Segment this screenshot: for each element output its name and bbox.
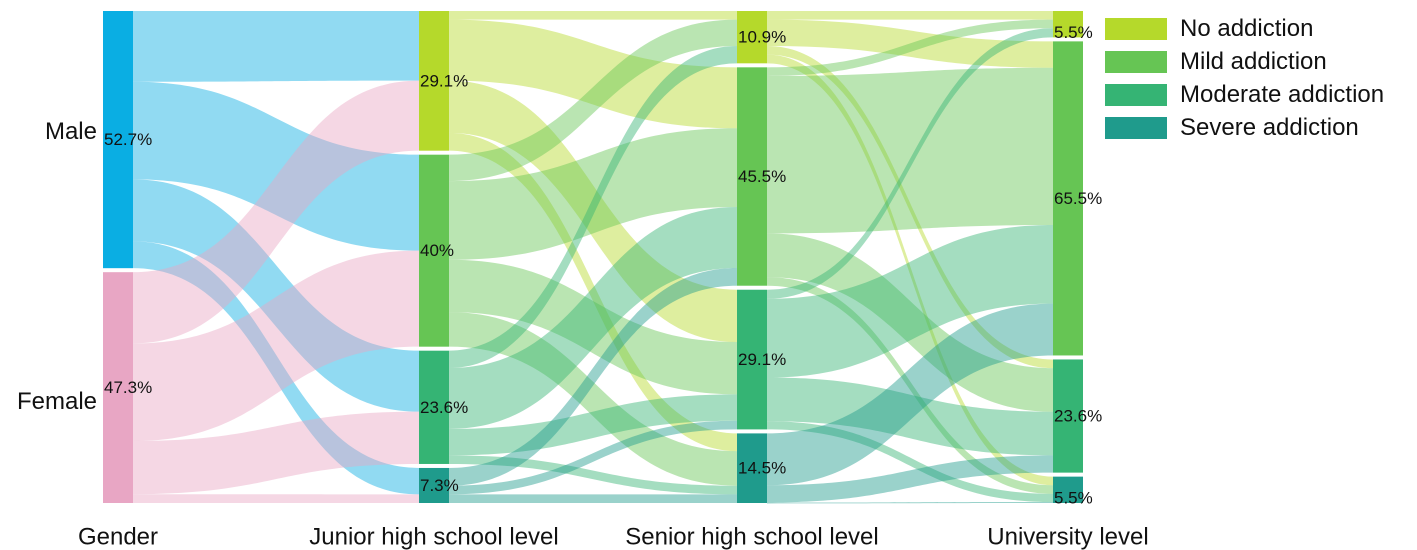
chart-labels: 52.7% 47.3% 29.1% 40% 23.6% 7.3% 10.9% 45.5% 29.… bbox=[17, 23, 1149, 550]
flow-link-mild-addiction-to-no-addiction bbox=[449, 19, 737, 182]
node-value-label: 65.5% bbox=[1054, 189, 1102, 208]
flow-link-no-addiction-to-severe-addiction bbox=[449, 132, 737, 452]
flow-link-no-addiction-to-moderate-addiction bbox=[449, 80, 737, 343]
flow-link-severe-addiction-to-mild-addiction bbox=[767, 303, 1053, 486]
legend-label: Severe addiction bbox=[1180, 113, 1359, 141]
flow-link-moderate-addiction-to-severe-addiction bbox=[449, 455, 737, 495]
legend: No addiction Mild addiction Moderate add… bbox=[1105, 12, 1384, 144]
legend-swatch bbox=[1105, 50, 1167, 73]
legend-item-moderate-addiction: Moderate addiction bbox=[1105, 78, 1384, 111]
legend-item-no-addiction: No addiction bbox=[1105, 12, 1384, 45]
flow-link-moderate-addiction-to-no-addiction bbox=[449, 46, 737, 368]
node-value-label: 14.5% bbox=[738, 459, 786, 478]
flow-link-mild-addiction-to-moderate-addiction bbox=[767, 233, 1053, 412]
legend-label: Moderate addiction bbox=[1180, 80, 1385, 108]
flow-link-male-to-severe-addiction bbox=[133, 241, 419, 495]
stage-nodes bbox=[103, 11, 1083, 503]
stage-axis-label-senior-high-school-level: Senior high school level bbox=[625, 524, 879, 550]
flow-link-no-addiction-to-moderate-addiction bbox=[767, 46, 1053, 369]
node-junior-high-school-level-severe-addiction bbox=[419, 467, 449, 503]
node-junior-high-school-level-no-addiction bbox=[419, 11, 449, 151]
flow-link-mild-addiction-to-severe-addiction bbox=[767, 277, 1053, 494]
node-value-label: 52.7% bbox=[104, 130, 152, 149]
flow-link-moderate-addiction-to-mild-addiction bbox=[767, 225, 1053, 378]
node-value-label: 5.5% bbox=[1054, 489, 1093, 508]
flow-link-female-to-severe-addiction bbox=[133, 494, 419, 503]
flow-link-severe-addiction-to-moderate-addiction bbox=[767, 455, 1053, 503]
node-university-level-severe-addiction bbox=[1053, 476, 1083, 503]
flow-link-severe-addiction-to-mild-addiction bbox=[449, 267, 737, 486]
flow-link-moderate-addiction-to-mild-addiction bbox=[449, 207, 737, 429]
flow-link-moderate-addiction-to-no-addiction bbox=[767, 28, 1053, 299]
flow-link-moderate-addiction-to-moderate-addiction bbox=[767, 377, 1053, 456]
node-value-label: 29.1% bbox=[420, 71, 468, 90]
stage-axis-label-university-level: University level bbox=[987, 524, 1148, 550]
flow-link-mild-addiction-to-moderate-addiction bbox=[449, 259, 737, 395]
node-gender-male bbox=[103, 11, 133, 269]
flow-link-mild-addiction-to-mild-addiction bbox=[449, 128, 737, 260]
node-value-label: 5.5% bbox=[1054, 23, 1093, 42]
node-senior-high-school-level-moderate-addiction bbox=[737, 289, 767, 430]
flow-link-severe-addiction-to-severe-addiction bbox=[767, 502, 1053, 504]
flow-link-mild-addiction-to-mild-addiction bbox=[767, 67, 1053, 234]
flow-link-no-addiction-to-mild-addiction bbox=[449, 19, 737, 129]
legend-item-mild-addiction: Mild addiction bbox=[1105, 45, 1384, 78]
node-university-level-no-addiction bbox=[1053, 11, 1083, 38]
flow-link-male-to-moderate-addiction bbox=[133, 179, 419, 412]
node-university-level-mild-addiction bbox=[1053, 41, 1083, 356]
node-senior-high-school-level-no-addiction bbox=[737, 11, 767, 64]
flow-link-female-to-moderate-addiction bbox=[133, 411, 419, 495]
flow-link-moderate-addiction-to-moderate-addiction bbox=[449, 394, 737, 456]
flow-link-moderate-addiction-to-severe-addiction bbox=[767, 421, 1053, 503]
node-gender-female bbox=[103, 272, 133, 503]
node-value-label: 29.1% bbox=[738, 350, 786, 369]
flow-link-mild-addiction-to-no-addiction bbox=[767, 19, 1053, 76]
node-value-label: 45.5% bbox=[738, 167, 786, 186]
legend-swatch bbox=[1105, 17, 1167, 40]
legend-label: Mild addiction bbox=[1180, 47, 1327, 75]
legend-item-severe-addiction: Severe addiction bbox=[1105, 111, 1384, 144]
flow-link-male-to-mild-addiction bbox=[133, 81, 419, 251]
flow-link-no-addiction-to-severe-addiction bbox=[767, 54, 1053, 486]
node-senior-high-school-level-severe-addiction bbox=[737, 433, 767, 503]
node-value-label: 23.6% bbox=[420, 398, 468, 417]
flow-link-no-addiction-to-mild-addiction bbox=[767, 19, 1053, 68]
stage-axis-label-gender: Gender bbox=[78, 524, 158, 550]
node-value-label: 40% bbox=[420, 241, 454, 260]
node-junior-high-school-level-moderate-addiction bbox=[419, 350, 449, 464]
flow-link-severe-addiction-to-severe-addiction bbox=[449, 494, 737, 503]
node-value-label: 10.9% bbox=[738, 28, 786, 47]
node-university-level-moderate-addiction bbox=[1053, 359, 1083, 473]
node-value-label: 23.6% bbox=[1054, 407, 1102, 426]
stage-axis-label-junior-high-school-level: Junior high school level bbox=[309, 524, 558, 550]
flow-links bbox=[133, 11, 1053, 504]
flow-link-no-addiction-to-no-addiction bbox=[767, 11, 1053, 20]
node-value-label: 7.3% bbox=[420, 476, 459, 495]
node-senior-high-school-level-mild-addiction bbox=[737, 67, 767, 286]
flow-link-mild-addiction-to-severe-addiction bbox=[449, 312, 737, 486]
node-junior-high-school-level-mild-addiction bbox=[419, 154, 449, 347]
legend-swatch bbox=[1105, 116, 1167, 139]
flow-link-severe-addiction-to-moderate-addiction bbox=[449, 420, 737, 495]
legend-label: No addiction bbox=[1180, 14, 1314, 42]
node-value-label: 47.3% bbox=[104, 378, 152, 397]
gender-label-male: Male bbox=[45, 118, 97, 145]
flow-link-no-addiction-to-no-addiction bbox=[449, 11, 737, 20]
flow-link-male-to-no-addiction bbox=[133, 11, 419, 82]
flow-link-female-to-mild-addiction bbox=[133, 250, 419, 442]
legend-swatch bbox=[1105, 83, 1167, 106]
flow-link-female-to-no-addiction bbox=[133, 80, 419, 344]
gender-label-female: Female bbox=[17, 388, 97, 415]
